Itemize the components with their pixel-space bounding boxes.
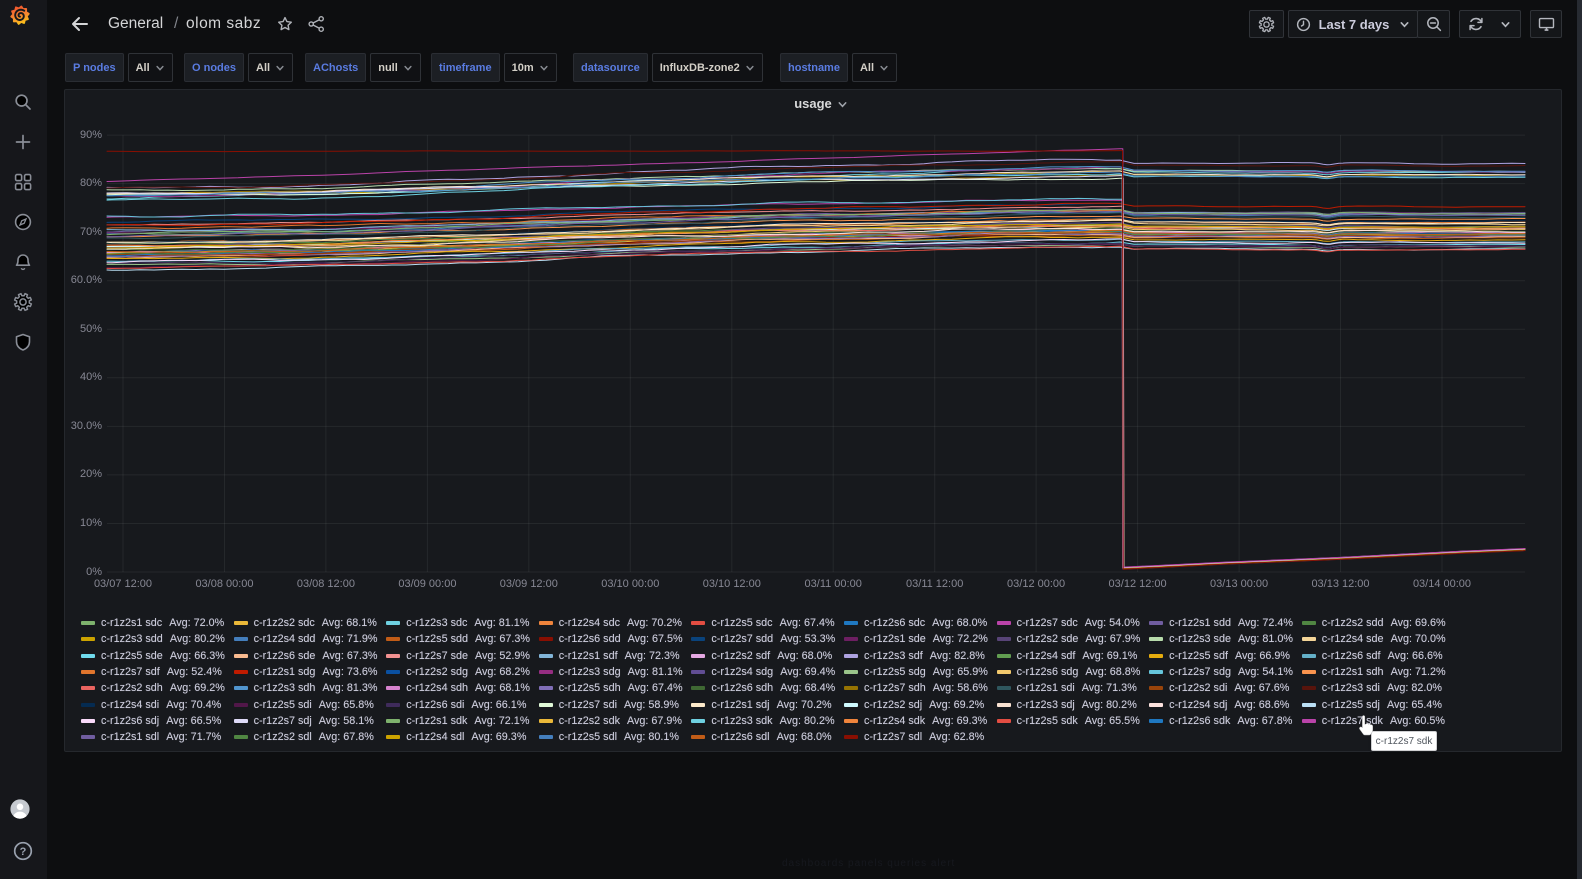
svg-text:?: ? xyxy=(20,846,27,858)
